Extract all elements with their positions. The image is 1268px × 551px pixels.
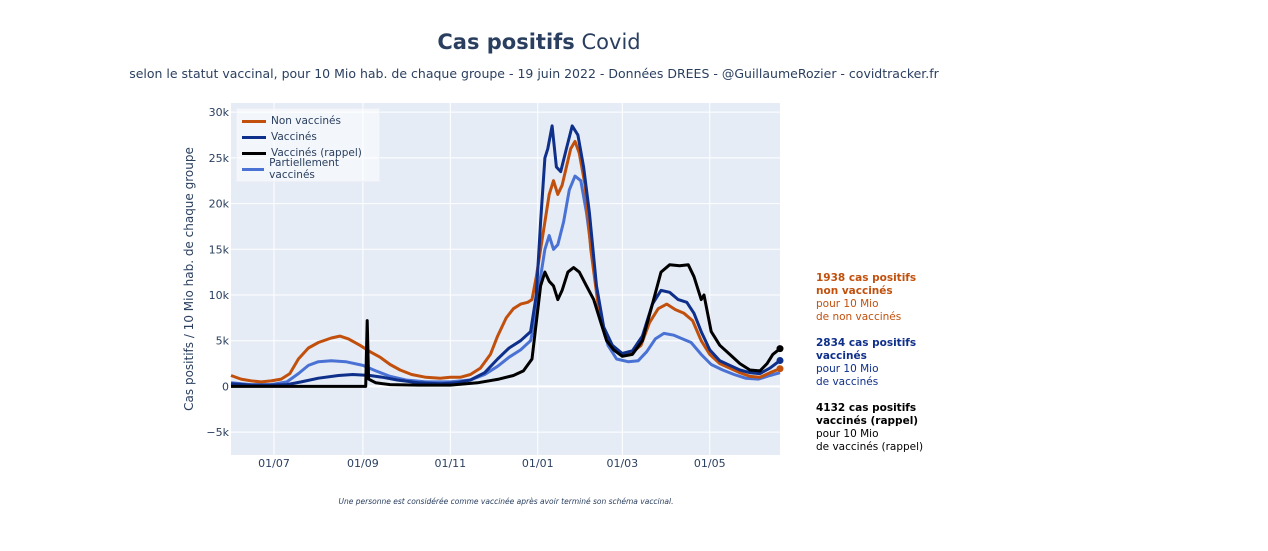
y-axis-label: Cas positifs / 10 Mio hab. de chaque gro… [182,147,196,411]
chart-title: Cas positifs Covid [0,30,1078,54]
annotation-text: de non vaccinés [816,311,902,323]
series-end-marker-1 [776,357,784,365]
series-end-marker-0 [776,365,784,373]
annotation-text: de vaccinés [816,376,879,388]
y-tick-label: 10k [209,289,230,302]
x-tick-label: 01/09 [347,457,379,470]
annotation-bold: vaccinés [816,350,867,362]
annotation-text: de vaccinés (rappel) [816,441,924,453]
legend-swatch [242,119,266,123]
y-tick-label: 25k [209,152,230,165]
y-tick-label: −5k [206,426,229,439]
series-line-3 [230,174,781,387]
y-tick-label: 15k [209,243,230,256]
x-tick-label: 01/07 [258,457,290,470]
annotation-text: pour 10 Mio [816,428,879,440]
x-tick-label: 01/01 [522,457,554,470]
y-tick-label: 20k [209,198,230,211]
legend-item-non-vaccines[interactable]: Non vaccinés [242,113,341,129]
annotation-bold: vaccinés (rappel) [816,415,919,427]
series-line-1 [230,124,781,387]
series-line-2 [231,263,781,388]
series-end-marker-2 [776,345,784,353]
y-tick-label: 5k [216,335,230,348]
x-tick-label: 01/03 [606,457,638,470]
annotation-text: pour 10 Mio [816,298,879,310]
legend-item-vaccines[interactable]: Vaccinés [242,129,317,145]
legend-label: Non vaccinés [271,115,341,127]
y-tick-label: 0 [222,380,229,393]
legend-swatch [242,135,266,139]
y-tick-label: 30k [209,106,230,119]
annotation-vaccines-rappel: 4132 cas positifs vaccinés (rappel) pour… [816,402,923,454]
annotation-vaccines: 2834 cas positifs vaccinés pour 10 Mio d… [816,337,916,389]
annotation-text: pour 10 Mio [816,363,879,375]
legend-swatch [242,151,266,155]
legend-label: Vaccinés [271,131,317,143]
x-tick-label: 01/11 [434,457,466,470]
legend-item-vaccines-rappel[interactable]: Vaccinés (rappel) [242,145,362,161]
annotation-bold: 4132 cas positifs [816,402,917,414]
legend-swatch [242,167,265,171]
annotation-bold: 2834 cas positifs [816,337,917,349]
annotation-bold: 1938 cas positifs [816,272,917,284]
legend-label: Vaccinés (rappel) [271,147,362,159]
legend-item-partiellement-vaccines[interactable]: Partiellement vaccinés [242,157,379,181]
legend-label: Partiellement vaccinés [269,157,340,181]
footnote: Une personne est considérée comme vaccin… [338,497,674,506]
annotation-non-vaccines: 1938 cas positifs non vaccinés pour 10 M… [816,272,916,324]
series-lines [230,124,784,388]
y-axis-ticks: −5k 0 5k 10k 15k 20k 25k 30k [206,106,229,439]
annotation-bold: non vaccinés [816,285,893,297]
chart-title-bold: Cas positifs [437,30,575,54]
x-axis-ticks: 01/07 01/09 01/11 01/01 01/03 01/05 [258,457,725,470]
chart-subtitle: selon le statut vaccinal, pour 10 Mio ha… [129,66,939,81]
legend: Non vaccinés Vaccinés Vaccinés (rappel) … [236,108,380,182]
chart-title-rest: Covid [581,30,641,54]
x-tick-label: 01/05 [694,457,726,470]
